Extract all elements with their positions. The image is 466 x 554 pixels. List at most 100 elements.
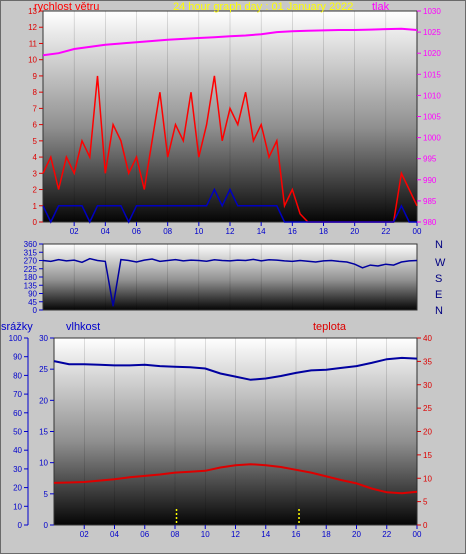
rain-label: srážky [1, 321, 33, 333]
wind-x-tick-label: 20 [350, 227, 359, 236]
direction-y-tick-label: 180 [24, 273, 38, 282]
temperature-y-tick-label: 25 [423, 404, 432, 413]
temperature-y-tick-label: 15 [423, 451, 432, 460]
humidity-x-tick-label: 02 [80, 530, 89, 539]
humidity-y-tick-label: 10 [39, 459, 48, 468]
humidity-x-tick-label: 04 [110, 530, 119, 539]
wind-x-tick-label: 18 [319, 227, 328, 236]
axis-ticks: 02 04 06 08 10 12 14 16 18 20 22 000123456789101112… [9, 7, 442, 539]
pressure-y-tick-label: 995 [423, 155, 437, 164]
humidity-x-tick-label: 06 [140, 530, 149, 539]
wind-y-tick-label: 8 [33, 88, 38, 97]
rain-y-tick-label: 70 [13, 390, 22, 399]
rain-y-tick-label: 0 [18, 521, 23, 530]
temperature-line [53, 463, 418, 495]
temperature-y-tick-label: 30 [423, 381, 432, 390]
rain-y-tick-label: 20 [13, 484, 22, 493]
humidity-y-tick-label: 30 [39, 334, 48, 343]
wind-y-tick-label: 7 [33, 104, 38, 113]
wind-y-tick-label: 4 [33, 153, 38, 162]
direction-y-tick-label: 225 [24, 265, 38, 274]
wind-y-tick-label: 3 [33, 169, 38, 178]
wind-pressure-plot-area [42, 10, 418, 223]
humidity-y-tick-label: 0 [44, 521, 49, 530]
temperature-y-tick-label: 35 [423, 357, 432, 366]
pressure-y-tick-label: 1010 [423, 91, 441, 100]
temperature-y-tick-label: 5 [423, 498, 428, 507]
pressure-y-tick-label: 980 [423, 218, 437, 227]
rain-y-tick-label: 40 [13, 446, 22, 455]
humidity-x-tick-label: 22 [382, 530, 391, 539]
wind-speed-label: rychlost větru [34, 1, 99, 13]
compass-east: E [435, 289, 442, 301]
humidity-x-tick-label: 16 [292, 530, 301, 539]
direction-y-tick-label: 90 [28, 290, 37, 299]
rain-y-tick-label: 80 [13, 371, 22, 380]
temperature-y-tick-label: 20 [423, 428, 432, 437]
direction-y-tick-label: 315 [24, 248, 38, 257]
humidity-x-tick-label: 00 [413, 530, 422, 539]
temperature-label: teplota [313, 321, 347, 333]
wind-y-tick-label: 6 [33, 121, 38, 130]
rain-y-tick-label: 50 [13, 428, 22, 437]
pressure-y-tick-label: 990 [423, 176, 437, 185]
humidity-y-tick-label: 25 [39, 365, 48, 374]
wind-x-tick-label: 02 [70, 227, 79, 236]
wind-x-tick-label: 00 [413, 227, 422, 236]
compass-south: S [435, 273, 442, 285]
wind-x-tick-label: 06 [132, 227, 141, 236]
pressure-label: tlak [372, 1, 390, 13]
humidity-label: vlhkost [66, 321, 100, 333]
direction-y-tick-label: 270 [24, 257, 38, 266]
pressure-y-tick-label: 1015 [423, 70, 441, 79]
humidity-line [53, 356, 418, 381]
direction-y-tick-label: 135 [24, 281, 38, 290]
humidity-y-tick-label: 15 [39, 428, 48, 437]
pressure-y-tick-label: 1020 [423, 49, 441, 58]
pressure-y-tick-label: 985 [423, 197, 437, 206]
temperature-y-tick-label: 40 [423, 334, 432, 343]
direction-y-tick-label: 360 [24, 240, 38, 249]
wind-y-tick-label: 0 [33, 218, 38, 227]
wind-x-tick-label: 14 [257, 227, 266, 236]
wind-y-tick-label: 2 [33, 186, 38, 195]
wind-x-tick-label: 04 [101, 227, 110, 236]
pressure-y-tick-label: 1005 [423, 113, 441, 122]
grid-lines [73, 11, 418, 525]
wind-y-tick-label: 11 [29, 39, 38, 48]
humidity-x-tick-label: 10 [201, 530, 210, 539]
temperature-y-tick-label: 10 [423, 474, 432, 483]
rain-y-tick-label: 30 [13, 465, 22, 474]
graph-title: 24 hour graph day : 01 January 2022 [173, 1, 353, 13]
humidity-x-tick-label: 12 [231, 530, 240, 539]
series-layer [42, 27, 418, 525]
rain-y-tick-label: 10 [13, 502, 22, 511]
humidity-x-tick-label: 08 [171, 530, 180, 539]
pressure-y-tick-label: 1000 [423, 134, 441, 143]
direction-y-tick-label: 45 [28, 298, 37, 307]
wind-x-tick-label: 10 [194, 227, 203, 236]
wind-direction-plot-area [42, 243, 418, 311]
wind-y-tick-label: 12 [28, 23, 37, 32]
humidity-y-tick-label: 20 [39, 396, 48, 405]
wind-direction-line [42, 257, 418, 307]
temperature-y-tick-label: 0 [423, 521, 428, 530]
rain-y-tick-label: 90 [13, 353, 22, 362]
wind-x-tick-label: 12 [226, 227, 235, 236]
wind-average-line [42, 187, 417, 224]
humidity-x-tick-label: 20 [352, 530, 361, 539]
rain-y-tick-label: 100 [9, 334, 23, 343]
direction-y-tick-label: 0 [33, 306, 38, 315]
humidity-temperature-plot-area [53, 337, 418, 526]
pressure-line [42, 27, 418, 57]
wind-y-tick-label: 10 [28, 56, 37, 65]
wind-x-tick-label: 16 [288, 227, 297, 236]
compass-north-top: N [435, 239, 443, 251]
wind-y-tick-label: 13 [28, 7, 37, 16]
wind-y-tick-label: 5 [33, 137, 38, 146]
humidity-x-tick-label: 14 [261, 530, 270, 539]
humidity-y-tick-label: 5 [44, 490, 49, 499]
compass-north-bottom: N [435, 305, 443, 317]
